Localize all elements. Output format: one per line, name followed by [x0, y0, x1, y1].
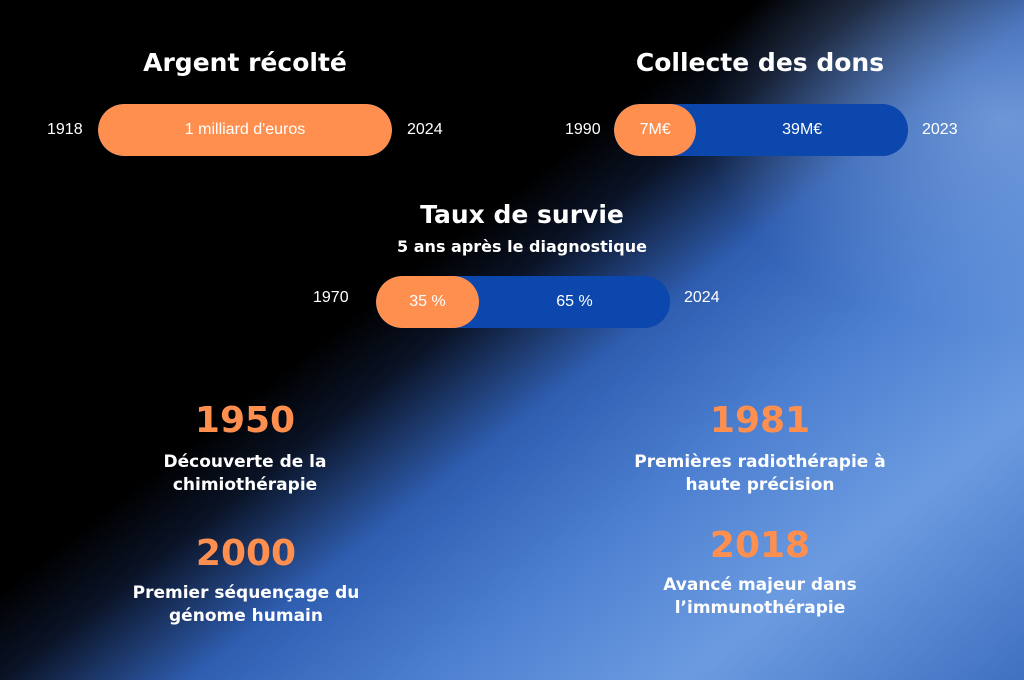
- survival-bar-fill: 35 %: [376, 276, 479, 328]
- milestone-year-1981: 1981: [709, 400, 811, 441]
- survival-title: Taux de survie: [420, 200, 624, 229]
- milestone-text-line: l’immunothérapie: [674, 598, 846, 618]
- money-bar-fill: 1 milliard d'euros: [98, 104, 392, 156]
- milestone-text-line: génome humain: [169, 606, 323, 626]
- money-title: Argent récolté: [143, 48, 347, 77]
- donations-start-value: 7M€: [639, 121, 671, 138]
- milestone-text-line: Découverte de la: [163, 452, 327, 472]
- milestone-year-2018: 2018: [709, 525, 811, 566]
- milestone-year-1950: 1950: [194, 400, 296, 441]
- survival-end-year: 2024: [684, 289, 720, 306]
- survival-start-value: 35 %: [409, 293, 446, 310]
- donations-end-value: 39M€: [782, 121, 823, 138]
- milestone-year-2000: 2000: [195, 533, 297, 574]
- donations-bar: 7M€ 39M€: [614, 104, 908, 156]
- milestone-text-1981: Premières radiothérapie à haute précisio…: [600, 451, 920, 497]
- money-start-year: 1918: [47, 121, 83, 138]
- donations-bar-fill: 7M€: [614, 104, 697, 156]
- money-bar: 1 milliard d'euros: [98, 104, 392, 156]
- milestone-text-line: Premier séquençage du: [132, 583, 360, 603]
- survival-start-year: 1970: [313, 289, 349, 306]
- donations-end-year: 2023: [922, 121, 958, 138]
- milestone-text-2018: Avancé majeur dans l’immunothérapie: [600, 574, 920, 620]
- money-value-label: 1 milliard d'euros: [184, 121, 306, 138]
- donations-start-year: 1990: [565, 121, 601, 138]
- survival-subtitle: 5 ans après le diagnostique: [397, 237, 647, 256]
- milestone-text-line: chimiothérapie: [172, 475, 318, 495]
- milestone-text-1950: Découverte de la chimiothérapie: [85, 451, 405, 497]
- survival-bar-rest: 65 %: [478, 276, 670, 328]
- donations-title: Collecte des dons: [635, 48, 885, 77]
- money-end-year: 2024: [407, 121, 443, 138]
- milestone-text-line: Avancé majeur dans: [663, 575, 857, 595]
- milestone-text-2000: Premier séquençage du génome humain: [86, 582, 406, 628]
- donations-bar-rest: 39M€: [696, 104, 908, 156]
- milestone-text-line: Premières radiothérapie à: [634, 452, 886, 472]
- milestone-text-line: haute précision: [685, 475, 835, 495]
- survival-end-value: 65 %: [556, 293, 593, 310]
- survival-bar: 35 % 65 %: [376, 276, 670, 328]
